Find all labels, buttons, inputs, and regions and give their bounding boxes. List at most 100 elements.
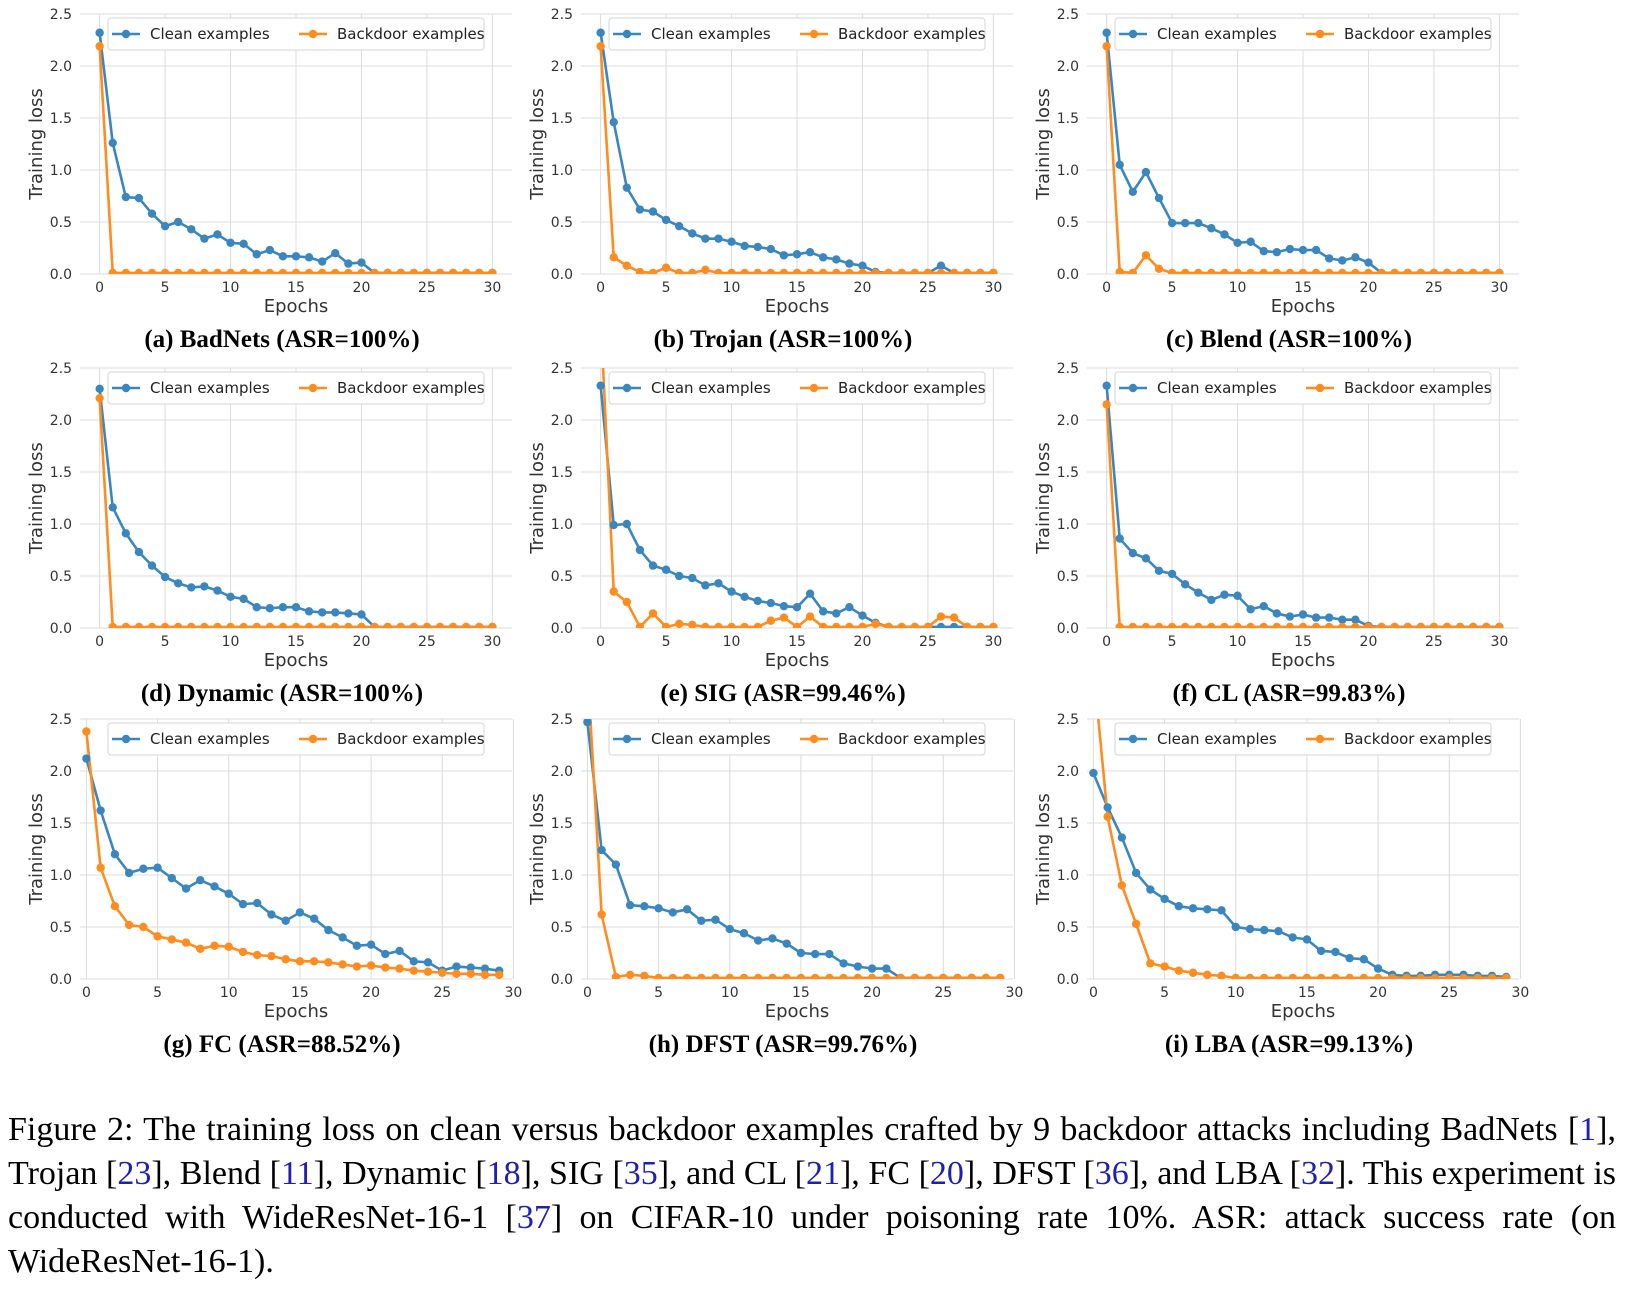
- chart-panel: 0.0 0.5 1.0 1.5 2.0 2.5 0 5 10 15 20 25 30 Epochs Trai…: [1029, 712, 1549, 1083]
- backdoor-data-point: [1373, 973, 1383, 979]
- backdoor-data-point: [897, 622, 906, 628]
- y-tick-label: 1.5: [50, 111, 72, 127]
- legend-clean-label: Clean examples: [1157, 379, 1277, 397]
- legend-backdoor-label: Backdoor examples: [1344, 730, 1492, 748]
- backdoor-data-point: [488, 622, 497, 628]
- clean-data-point: [740, 241, 749, 251]
- clean-data-point: [1128, 187, 1138, 197]
- x-tick-label: 20: [1360, 634, 1378, 650]
- clean-data-point: [1338, 615, 1347, 624]
- x-tick-label: 25: [418, 634, 436, 650]
- x-tick-label: 20: [353, 634, 371, 650]
- clean-data-point: [766, 244, 776, 254]
- backdoor-data-point: [611, 972, 621, 979]
- subplot-caption: (d) Dynamic (ASR=100%): [140, 680, 424, 707]
- backdoor-data-point: [110, 902, 120, 911]
- backdoor-data-point: [82, 727, 91, 736]
- backdoor-data-point: [1207, 622, 1216, 628]
- backdoor-data-point: [740, 622, 749, 628]
- backdoor-data-point: [1154, 264, 1164, 273]
- clean-data-point: [825, 949, 834, 959]
- backdoor-data-point: [366, 961, 376, 970]
- backdoor-data-point: [739, 973, 749, 979]
- backdoor-data-point: [226, 622, 235, 628]
- y-tick-label: 1.0: [1057, 868, 1079, 884]
- x-tick-label: 25: [1425, 280, 1443, 296]
- backdoor-data-point: [304, 622, 314, 628]
- backdoor-data-point: [725, 973, 734, 979]
- backdoor-data-point: [1174, 966, 1184, 975]
- clean-data-point: [779, 251, 789, 260]
- legend-clean-marker: [622, 734, 632, 744]
- legend-clean-marker: [1128, 29, 1138, 39]
- citation-link[interactable]: 1: [1579, 1111, 1597, 1148]
- clean-data-point: [792, 250, 802, 259]
- x-tick-label: 0: [95, 634, 104, 650]
- clean-data-point: [711, 915, 720, 924]
- clean-data-point: [187, 225, 196, 234]
- backdoor-data-point: [1402, 973, 1411, 979]
- backdoor-data-point: [792, 622, 802, 628]
- legend-backdoor-label: Backdoor examples: [337, 730, 485, 748]
- clean-data-point: [1324, 254, 1334, 263]
- x-tick-label: 5: [654, 985, 663, 1001]
- clean-data-point: [1272, 247, 1282, 257]
- y-tick-label: 0.0: [1057, 621, 1079, 637]
- legend-clean-label: Clean examples: [651, 730, 771, 748]
- backdoor-data-point: [381, 963, 390, 972]
- backdoor-data-point: [1167, 268, 1177, 274]
- backdoor-data-point: [438, 968, 447, 977]
- y-tick-label: 1.5: [1057, 111, 1079, 127]
- backdoor-data-point: [1364, 622, 1373, 628]
- citation-link[interactable]: 21: [805, 1155, 840, 1192]
- backdoor-data-point: [1482, 268, 1491, 274]
- legend-box: [1114, 17, 1492, 51]
- clean-data-point: [1245, 924, 1255, 934]
- clean-data-point: [187, 583, 196, 592]
- backdoor-data-point: [281, 955, 290, 964]
- clean-data-point: [238, 899, 248, 909]
- backdoor-data-point: [383, 622, 392, 628]
- x-axis-label: Epochs: [264, 650, 329, 671]
- backdoor-data-point: [1117, 881, 1127, 890]
- backdoor-data-point: [597, 910, 606, 919]
- backdoor-data-point: [688, 268, 697, 274]
- y-tick-label: 1.5: [551, 816, 573, 832]
- backdoor-data-point: [1260, 973, 1269, 979]
- x-axis-label: Epochs: [765, 296, 830, 317]
- backdoor-data-point: [871, 619, 880, 628]
- backdoor-data-point: [239, 622, 248, 628]
- clean-data-point: [661, 215, 671, 225]
- legend-backdoor-marker: [809, 29, 819, 39]
- chart-panel: 0.0 0.5 1.0 1.5 2.0 2.5 0 5 10 15 20 25 30 Epochs Trai…: [523, 712, 1043, 1083]
- line-chart: 0.0 0.5 1.0 1.5 2.0 2.5 0 5 10 15 20 25 30 Epochs Trai…: [1033, 7, 1519, 317]
- backdoor-data-point: [896, 973, 905, 979]
- clean-data-point: [674, 221, 684, 231]
- legend-backdoor-marker: [308, 734, 318, 744]
- citation-link[interactable]: 20: [929, 1155, 964, 1192]
- clean-data-point: [753, 242, 762, 252]
- backdoor-data-point: [435, 268, 445, 274]
- clean-data-point: [792, 603, 802, 612]
- citation-link[interactable]: 11: [280, 1155, 314, 1192]
- backdoor-data-point: [1274, 973, 1283, 979]
- x-tick-label: 0: [583, 985, 592, 1001]
- citation-link[interactable]: 37: [516, 1199, 551, 1236]
- clean-data-point: [596, 28, 605, 37]
- clean-data-point: [727, 237, 736, 246]
- backdoor-data-point: [1259, 268, 1268, 274]
- citation-link[interactable]: 18: [486, 1155, 521, 1192]
- clean-data-point: [782, 939, 791, 948]
- clean-data-point: [635, 545, 645, 555]
- backdoor-data-point: [936, 612, 946, 621]
- citation-link[interactable]: 36: [1094, 1155, 1129, 1192]
- citation-link[interactable]: 23: [117, 1155, 152, 1192]
- backdoor-data-point: [1324, 622, 1334, 628]
- citation-link[interactable]: 35: [623, 1155, 658, 1192]
- y-tick-label: 0.0: [1057, 267, 1079, 283]
- backdoor-data-point: [121, 622, 131, 628]
- x-tick-label: 0: [596, 634, 605, 650]
- backdoor-data-point: [1473, 973, 1482, 979]
- y-tick-label: 2.5: [50, 361, 72, 377]
- citation-link[interactable]: 32: [1300, 1155, 1335, 1192]
